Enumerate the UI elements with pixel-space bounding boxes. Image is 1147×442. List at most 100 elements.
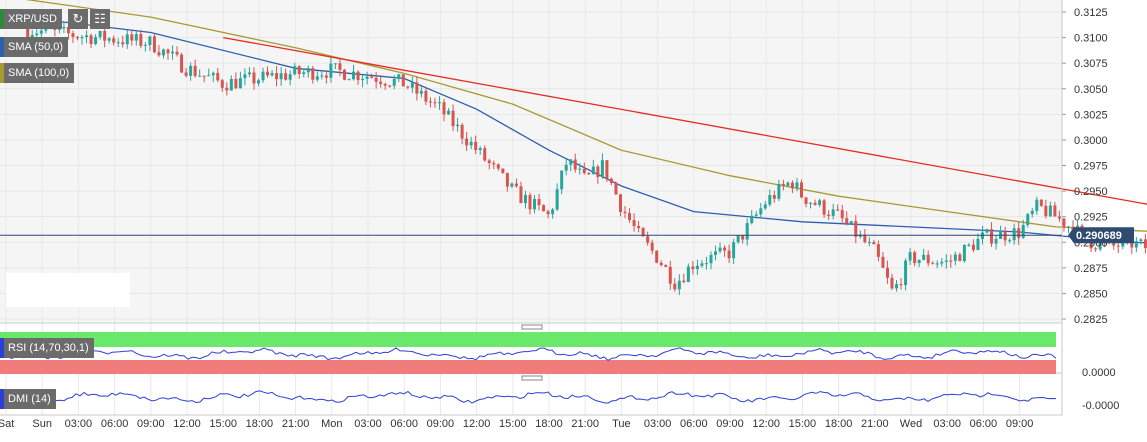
- candle-body: [157, 52, 161, 56]
- refresh-icon[interactable]: ↻: [68, 9, 88, 29]
- candle-body: [474, 141, 478, 151]
- candle-body: [492, 163, 496, 165]
- candle-body: [795, 182, 799, 189]
- time-tick-label: 09:00: [137, 418, 165, 430]
- candle-body: [1003, 231, 1007, 241]
- candle-body: [85, 35, 89, 38]
- candle-body: [338, 63, 342, 70]
- candle-body: [437, 102, 441, 104]
- candle-body: [130, 34, 134, 41]
- candle-body: [505, 172, 509, 187]
- candle-body: [189, 65, 193, 76]
- candle-body: [374, 77, 378, 82]
- resize-handle[interactable]: [521, 324, 543, 330]
- candle-body: [433, 102, 437, 104]
- time-tick-label: 03:00: [933, 418, 961, 430]
- sma-100-legend[interactable]: SMA (100,0): [0, 63, 75, 83]
- candle-body: [442, 102, 446, 115]
- candle-body: [1030, 210, 1034, 215]
- candle-body: [637, 226, 641, 229]
- candle-body: [917, 259, 921, 264]
- chart-style-icon[interactable]: ☷: [90, 9, 110, 29]
- candle-body: [682, 280, 686, 282]
- time-tick-label: 18:00: [825, 418, 853, 430]
- sma-50-legend[interactable]: SMA (50,0): [0, 37, 69, 57]
- candle-body: [107, 38, 111, 41]
- candle-body: [288, 74, 292, 80]
- candle-body: [166, 49, 170, 54]
- current-price-tag-shape: [1068, 227, 1134, 244]
- candle-body: [790, 182, 794, 189]
- candle-body: [370, 76, 374, 78]
- candle-body: [659, 262, 663, 266]
- candle-body: [465, 138, 469, 146]
- candle-body: [908, 252, 912, 261]
- candle-body: [628, 213, 632, 221]
- candle-body: [247, 72, 251, 75]
- candle-body: [306, 68, 310, 73]
- candle-body: [35, 33, 39, 36]
- time-tick-label: Mon: [321, 418, 342, 430]
- candle-body: [229, 78, 233, 91]
- candle-body: [528, 194, 532, 210]
- candle-body: [818, 200, 822, 205]
- candle-body: [207, 75, 211, 77]
- candle-body: [30, 35, 34, 38]
- candle-body: [1057, 216, 1061, 219]
- candle-body: [53, 28, 57, 30]
- candle-body: [193, 65, 197, 77]
- candle-body: [904, 260, 908, 286]
- candle-body: [238, 78, 242, 89]
- time-tick-label: 09:00: [427, 418, 455, 430]
- candle-body: [66, 26, 70, 34]
- candle-body: [677, 280, 681, 290]
- candle-body: [324, 75, 328, 78]
- candle-body: [447, 110, 451, 115]
- symbol-legend[interactable]: XRP/USD: [0, 9, 62, 29]
- candle-body: [424, 90, 428, 102]
- candle-body: [840, 210, 844, 219]
- time-tick-label: 12:00: [463, 418, 491, 430]
- price-tick-label: 0.2850: [1074, 288, 1108, 300]
- candle-body: [723, 247, 727, 251]
- candle-body: [686, 266, 690, 282]
- candle-body: [261, 71, 265, 81]
- candle-body: [406, 86, 410, 88]
- candle-body: [121, 42, 125, 45]
- dmi-legend[interactable]: DMI (14): [0, 389, 56, 409]
- candle-body: [890, 277, 894, 289]
- candle-body: [71, 33, 75, 38]
- candle-body: [80, 37, 84, 39]
- candle-body: [596, 166, 600, 178]
- price-tick-label: 0.2925: [1074, 212, 1108, 224]
- candle-body: [284, 73, 288, 80]
- rsi-legend[interactable]: RSI (14,70,30,1): [0, 338, 94, 358]
- candle-body: [103, 30, 107, 41]
- resize-handle[interactable]: [521, 375, 543, 381]
- dmi-line: [0, 390, 1057, 404]
- candle-body: [976, 238, 980, 251]
- time-tick-label: 06:00: [970, 418, 998, 430]
- candle-body: [750, 215, 754, 224]
- price-tick-label: 0.3100: [1074, 33, 1108, 45]
- candle-body: [641, 228, 645, 237]
- candle-body: [383, 84, 387, 86]
- candle-body: [732, 242, 736, 259]
- candle-body: [1044, 205, 1048, 217]
- time-axis: Sat Sun 03:00 06:00 09:00 12:00 15:00 18:00 21:0…: [0, 418, 1033, 430]
- candle-body: [777, 183, 781, 199]
- candle-body: [664, 265, 668, 267]
- rsi-oversold-zone: [0, 360, 1056, 374]
- time-tick-label: Sun: [32, 418, 52, 430]
- candle-body: [460, 124, 464, 139]
- candle-body: [39, 30, 43, 34]
- candle-body: [456, 124, 460, 127]
- time-tick-label: 03:00: [65, 418, 93, 430]
- candle-body: [478, 148, 482, 151]
- time-tick-label: 21:00: [282, 418, 310, 430]
- candle-body: [845, 218, 849, 224]
- candle-body: [754, 214, 758, 216]
- candle-body: [940, 261, 944, 264]
- candle-body: [668, 266, 672, 284]
